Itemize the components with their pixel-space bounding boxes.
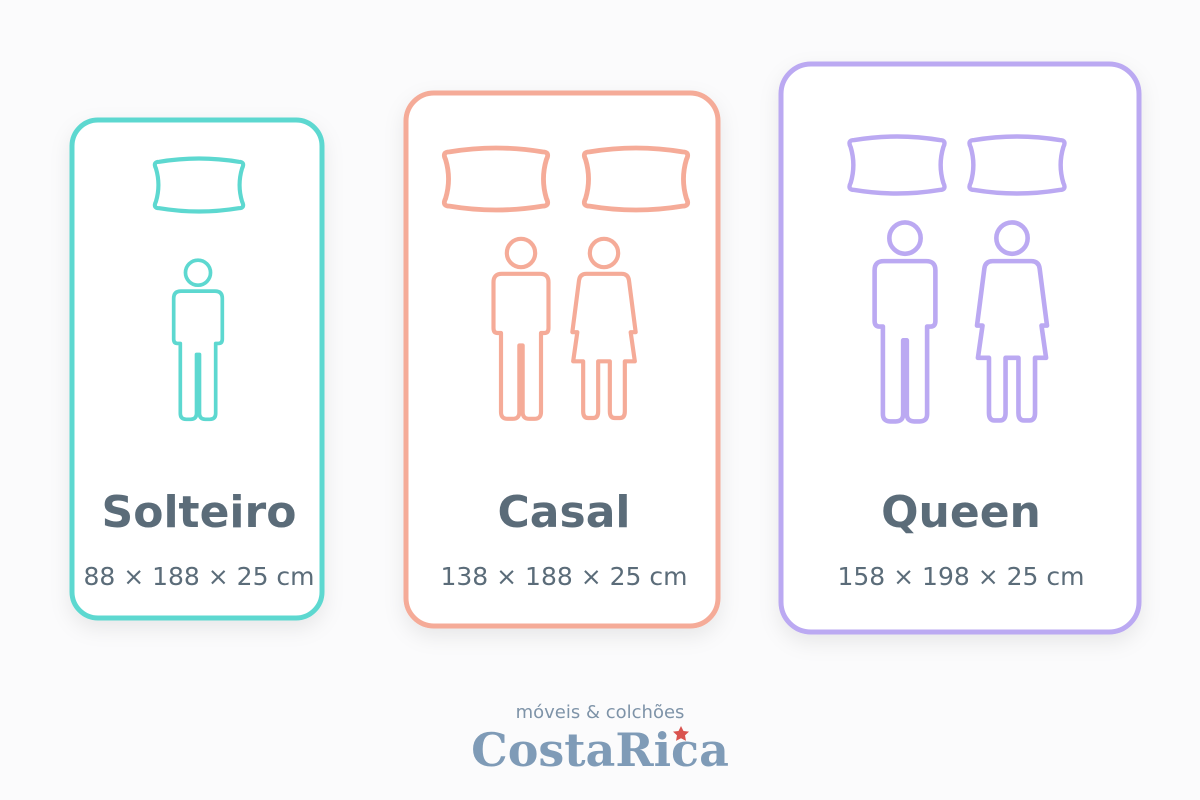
card-queen: Queen 158 × 198 × 25 cm	[778, 61, 1142, 635]
card-frame	[403, 90, 721, 629]
card-title: Solteiro	[102, 487, 297, 538]
card-dimensions: 158 × 198 × 25 cm	[838, 562, 1085, 591]
card-dimensions: 138 × 188 × 25 cm	[441, 562, 688, 591]
card-frame	[778, 61, 1142, 635]
card-title: Queen	[881, 487, 1041, 538]
logo-star	[673, 726, 689, 741]
logo-tagline: móveis & colchões	[516, 702, 685, 723]
card-solteiro: Solteiro 88 × 188 × 25 cm	[69, 117, 325, 621]
logo-brand: CostaRica	[471, 723, 729, 777]
card-dimensions: 88 × 188 × 25 cm	[83, 562, 314, 591]
logo: móveis & colchões CostaRica	[471, 702, 729, 777]
card-casal: Casal 138 × 188 × 25 cm	[403, 90, 721, 629]
card-title: Casal	[498, 487, 631, 538]
